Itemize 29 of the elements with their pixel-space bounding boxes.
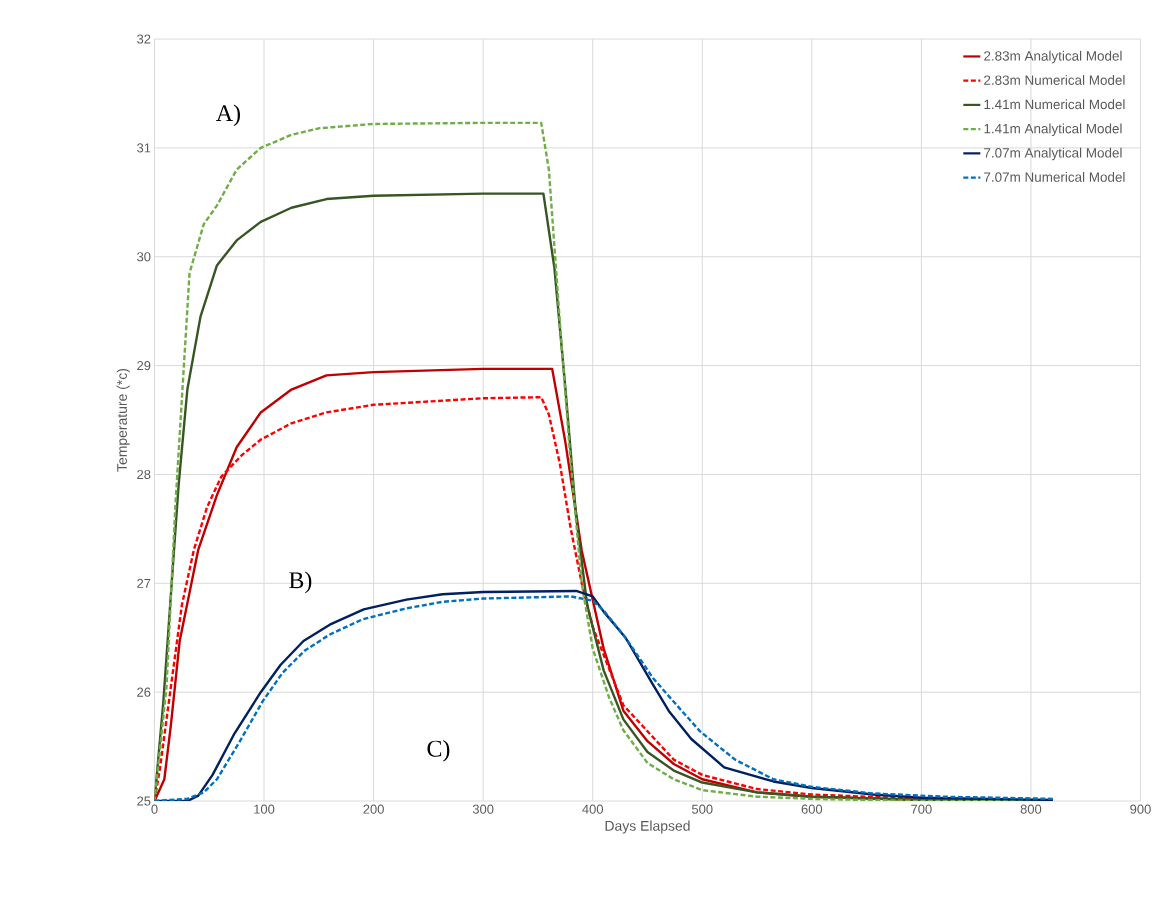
x-tick-label: 300 [472,804,494,814]
x-tick-label: 800 [1020,804,1042,814]
x-tick-label: 400 [582,804,603,814]
legend-label: 1.41m Numerical Model [984,99,1125,110]
x-tick-label: 500 [691,804,713,814]
legend-label: 2.83m Numerical Model [984,75,1125,85]
legend-label: 7.07m Analytical Model [984,147,1122,161]
x-tick-label: 700 [911,804,932,814]
y-tick-label: 30 [137,252,151,262]
x-tick-label: 200 [363,804,384,814]
y-tick-label: 25 [137,796,151,806]
y-tick-label: 29 [137,361,151,371]
y-tick-label: 31 [137,143,151,153]
y-axis-title: Temperature (*c) [116,368,130,472]
x-tick-label: 900 [1130,804,1151,814]
y-tick-label: 32 [137,34,151,44]
legend-label: 2.83m Analytical Model [984,50,1122,64]
legend-label: 7.07m Numerical Model [984,171,1125,182]
annotation: C) [427,739,450,762]
x-tick-label: 0 [151,804,158,814]
annotation: A) [216,104,240,127]
annotation: B) [289,571,312,594]
x-axis-title: Days Elapsed [605,820,690,834]
y-tick-label: 26 [137,687,151,697]
y-tick-label: 27 [137,578,151,588]
x-tick-label: 100 [254,804,275,814]
legend-label: 1.41m Analytical Model [984,123,1122,137]
y-tick-label: 28 [137,469,151,480]
x-tick-label: 600 [801,804,823,814]
